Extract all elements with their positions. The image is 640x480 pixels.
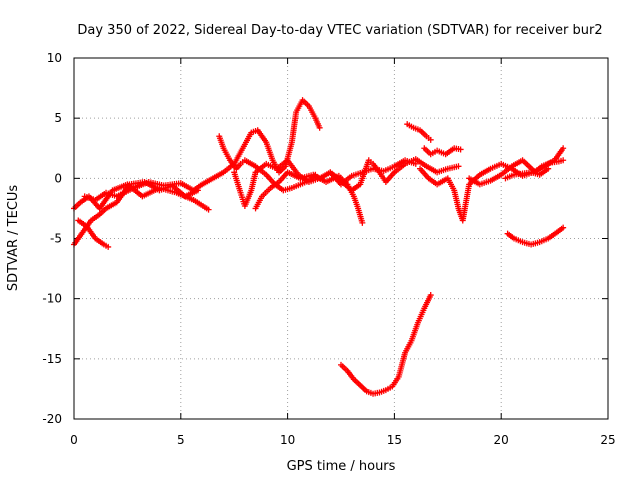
data-point [427, 136, 434, 143]
data-point [560, 224, 567, 231]
data-point [105, 243, 112, 250]
series-track-j [421, 145, 464, 158]
plot-frame [73, 57, 609, 420]
series-track-i [404, 121, 434, 143]
axis-ticks: 0 5 10 15 20 25 -20 -15 -10 -5 0 5 10 [42, 51, 615, 447]
x-tick-label: 10 [280, 433, 295, 447]
x-tick-label: 20 [494, 433, 509, 447]
series-track-h [327, 156, 462, 194]
data-point [560, 157, 567, 164]
x-tick-label: 5 [177, 433, 185, 447]
data-point [560, 145, 567, 152]
series-track-n [504, 224, 567, 248]
y-tick-label: -20 [42, 412, 62, 426]
data-points [71, 97, 567, 397]
y-tick-label: 10 [47, 51, 62, 65]
grid [74, 58, 608, 419]
x-axis-label: GPS time / hours [287, 459, 396, 474]
y-tick-label: -5 [50, 232, 62, 246]
series-track-c [75, 217, 112, 250]
data-point [545, 165, 552, 172]
data-point [359, 219, 366, 226]
series-track-o [338, 292, 434, 397]
y-tick-label: -15 [42, 352, 62, 366]
series-track-d [81, 97, 323, 203]
series-track-m [502, 165, 552, 182]
data-point [457, 146, 464, 153]
x-tick-label: 0 [70, 433, 78, 447]
data-point [455, 163, 462, 170]
data-point [316, 124, 323, 131]
series-track-g [252, 169, 366, 226]
x-tick-label: 25 [600, 433, 615, 447]
y-tick-label: -10 [42, 292, 62, 306]
y-axis-label: SDTVAR / TECUs [6, 185, 21, 292]
x-tick-label: 15 [387, 433, 402, 447]
y-tick-label: 0 [54, 171, 62, 185]
chart-title: Day 350 of 2022, Sidereal Day-to-day VTE… [77, 23, 602, 38]
data-point [427, 292, 434, 299]
series-track-k [417, 145, 567, 224]
y-tick-label: 5 [54, 111, 62, 125]
data-point [205, 206, 212, 213]
